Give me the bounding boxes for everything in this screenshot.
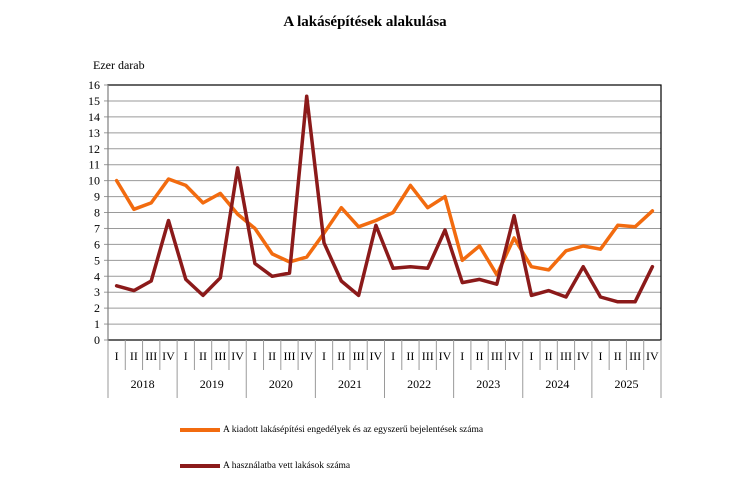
x-tick-quarter: I: [253, 349, 257, 363]
y-tick-label: 5: [94, 253, 100, 267]
x-tick-year: 2020: [269, 377, 293, 391]
x-tick-quarter: IV: [508, 349, 521, 363]
x-tick-year: 2023: [476, 377, 500, 391]
x-tick-year: 2019: [200, 377, 224, 391]
y-tick-label: 6: [94, 237, 100, 251]
x-tick-quarter: III: [214, 349, 226, 363]
x-tick-quarter: III: [145, 349, 157, 363]
x-tick-quarter: III: [353, 349, 365, 363]
y-tick-label: 3: [94, 285, 100, 299]
x-tick-quarter: I: [184, 349, 188, 363]
x-tick-quarter: I: [460, 349, 464, 363]
legend-label-completions: A használatba vett lakások száma: [223, 461, 351, 471]
y-tick-label: 15: [88, 94, 100, 108]
series-line-completions: [114, 94, 655, 304]
y-tick-label: 9: [94, 190, 100, 204]
y-axis-label: Ezer darab: [93, 58, 145, 72]
x-tick-quarter: IV: [231, 349, 244, 363]
y-tick-label: 14: [88, 110, 100, 124]
x-tick-quarter: I: [391, 349, 395, 363]
y-tick-label: 8: [94, 206, 100, 220]
legend-swatch-completions: [180, 464, 220, 468]
y-tick-label: 4: [94, 269, 100, 283]
x-tick-year: 2018: [131, 377, 155, 391]
x-tick-quarter: II: [199, 349, 207, 363]
y-tick-label: 7: [94, 221, 100, 235]
x-tick-quarter: II: [614, 349, 622, 363]
x-tick-quarter: I: [115, 349, 119, 363]
y-tick-label: 12: [88, 142, 100, 156]
x-tick-quarter: III: [629, 349, 641, 363]
x-tick-quarter: IV: [300, 349, 313, 363]
legend-swatch-permits: [180, 428, 220, 432]
y-tick-label: 16: [88, 78, 100, 92]
y-tick-label: 10: [88, 174, 100, 188]
series-line-permits: [114, 177, 655, 277]
x-tick-quarter: III: [422, 349, 434, 363]
x-tick-quarter: II: [406, 349, 414, 363]
y-tick-label: 11: [88, 158, 100, 172]
x-tick-quarter: II: [130, 349, 138, 363]
x-tick-quarter: III: [560, 349, 572, 363]
legend-item-permits: A kiadott lakásépítési engedélyek és az …: [180, 425, 483, 435]
x-tick-quarter: IV: [646, 349, 659, 363]
x-tick-quarter: I: [529, 349, 533, 363]
legend-item-completions: A használatba vett lakások száma: [180, 461, 350, 471]
x-tick-year: 2022: [407, 377, 431, 391]
x-tick-quarter: I: [599, 349, 603, 363]
y-tick-label: 2: [94, 301, 100, 315]
x-tick-year: 2024: [545, 377, 569, 391]
x-tick-quarter: II: [268, 349, 276, 363]
x-tick-quarter: IV: [162, 349, 175, 363]
x-tick-quarter: IV: [577, 349, 590, 363]
x-tick-quarter: III: [283, 349, 295, 363]
legend-label-permits: A kiadott lakásépítési engedélyek és az …: [223, 425, 484, 435]
x-tick-year: 2025: [614, 377, 638, 391]
x-tick-quarter: I: [322, 349, 326, 363]
x-tick-quarter: IV: [370, 349, 383, 363]
chart-title: A lakásépítések alakulása: [283, 14, 447, 30]
y-tick-label: 1: [94, 317, 100, 331]
x-tick-quarter: II: [337, 349, 345, 363]
x-tick-quarter: II: [545, 349, 553, 363]
x-tick-year: 2021: [338, 377, 362, 391]
x-tick-quarter: II: [476, 349, 484, 363]
x-tick-quarter: III: [491, 349, 503, 363]
y-tick-label: 0: [94, 333, 100, 347]
x-tick-quarter: IV: [439, 349, 452, 363]
y-tick-label: 13: [88, 126, 100, 140]
